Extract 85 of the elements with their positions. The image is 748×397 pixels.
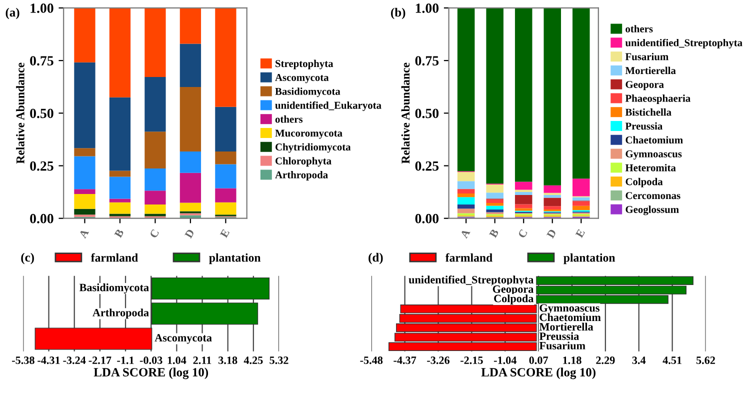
x-tick-label: C — [518, 228, 528, 238]
chart-title: (a) — [6, 8, 20, 20]
x-tick-label: -4.37 — [394, 356, 416, 364]
legend-label: Mucoromycota — [275, 130, 342, 139]
legend-label: Ascomycota — [275, 74, 329, 84]
legend-label: others — [275, 115, 303, 123]
x-tick-label: 3.18 — [218, 356, 238, 364]
y-tick-label: 0.75 — [30, 56, 54, 66]
x-tick-label: 2.29 — [596, 356, 615, 364]
y-tick-label: 0.00 — [415, 214, 439, 224]
x-tick-label: A — [460, 228, 470, 239]
x-tick-label: -5.38 — [12, 356, 34, 364]
x-tick-label: -2.17 — [88, 356, 112, 364]
x-tick-label: 1.18 — [563, 356, 582, 364]
legend-label: Phaeosphaeria — [625, 94, 690, 104]
legend-label: Preussia — [625, 122, 662, 130]
y-tick-label: 0.50 — [30, 108, 54, 118]
x-tick-label: -2.15 — [460, 356, 483, 364]
x-axis-title: LDA SCORE (log 10) — [94, 368, 208, 380]
legend-label: Colpoda — [626, 178, 663, 188]
y-axis-title: Relative Abundance — [16, 62, 24, 164]
y-axis-title: Relative Abundance — [401, 62, 410, 164]
x-tick-label: -4.31 — [38, 356, 60, 364]
x-tick-label: -3.24 — [63, 356, 86, 364]
legend-label: Fusarium — [625, 52, 668, 60]
y-tick-label: 0.00 — [30, 214, 54, 224]
legend-label: unidentified_Eukaryota — [275, 101, 382, 111]
legend-label: Bistichella — [625, 108, 672, 116]
y-tick-label: 0.25 — [415, 161, 439, 171]
y-tick-label: Geopora — [492, 285, 534, 296]
legend-label: Streptophyta — [276, 60, 334, 70]
x-tick-label: 0.07 — [529, 356, 548, 364]
x-tick-label: E — [575, 228, 586, 238]
x-tick-label: 5.62 — [696, 356, 715, 364]
legend-label: unidentified_Streptophyta — [625, 38, 742, 48]
y-tick-label: 0.25 — [30, 161, 54, 171]
x-tick-label: 4.25 — [244, 356, 263, 364]
x-tick-label: A — [78, 228, 90, 239]
chart-title: (b) — [391, 8, 406, 20]
legend-label: Mortierella — [625, 66, 676, 74]
y-tick-label: Preussia — [539, 332, 579, 340]
x-tick-label: 2.11 — [193, 356, 212, 364]
legend-label: Cercomonas — [626, 192, 680, 200]
x-tick-label: D — [184, 228, 195, 239]
legend-label: plantation — [564, 253, 616, 264]
legend-label: farmland — [445, 253, 492, 262]
x-axis-title: LDA SCORE (log 10) — [481, 368, 596, 380]
y-tick-label: 1.00 — [416, 4, 439, 13]
y-tick-label: 0.75 — [415, 56, 439, 66]
legend-label: Geopora — [626, 80, 664, 90]
legend-label: Geoglossum — [626, 206, 679, 216]
x-tick-label: 4.51 — [662, 356, 682, 364]
y-tick-label: Fusarium — [539, 342, 586, 350]
legend-label: others — [626, 25, 653, 32]
legend-label: Chytridiomycota — [276, 143, 351, 153]
x-tick-label: -3.26 — [427, 356, 450, 364]
chart-title: (c) — [21, 252, 34, 264]
x-tick-label: C — [149, 228, 160, 238]
y-tick-label: Chaetomium — [540, 313, 601, 322]
x-tick-label: B — [114, 228, 124, 238]
y-tick-label: 0.50 — [415, 108, 439, 118]
legend-label: plantation — [209, 253, 261, 264]
legend-label: Chaetomium — [626, 136, 683, 144]
chart-title: (d) — [368, 252, 383, 264]
y-tick-label: Mortierella — [539, 322, 594, 331]
legend-label: Heteromita — [625, 164, 676, 172]
legend-label: Chlorophyta — [276, 157, 332, 167]
x-tick-label: 1.04 — [168, 356, 186, 364]
y-tick-label: Gymnoascus — [540, 304, 600, 314]
x-tick-label: B — [489, 228, 499, 238]
y-tick-label: unidentified_Streptophyta — [408, 276, 534, 286]
y-tick-label: 1.00 — [30, 4, 54, 13]
x-tick-label: E — [220, 228, 230, 238]
y-tick-label: Colpoda — [494, 294, 534, 305]
legend-label: Arthropoda — [275, 171, 328, 180]
legend-label: farmland — [90, 253, 138, 262]
x-tick-label: -5.48 — [360, 356, 383, 364]
x-tick-label: 3.4 — [632, 356, 646, 364]
x-tick-label: -0.03 — [140, 356, 162, 364]
x-tick-label: -1.04 — [494, 356, 516, 364]
legend-label: Basidiomycota — [275, 88, 340, 98]
x-tick-label: 5.32 — [270, 356, 288, 364]
x-tick-label: -1.1 — [117, 356, 134, 364]
x-tick-label: D — [546, 228, 556, 239]
legend-label: Gymnoascus — [626, 150, 682, 160]
